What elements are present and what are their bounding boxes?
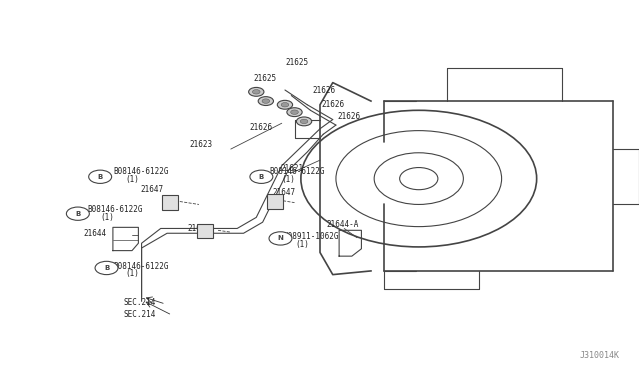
Text: B: B	[76, 211, 81, 217]
Circle shape	[296, 117, 312, 126]
Circle shape	[291, 110, 298, 114]
Text: 21647: 21647	[140, 185, 163, 194]
Text: B: B	[259, 174, 264, 180]
Circle shape	[269, 232, 292, 245]
Text: (1): (1)	[125, 175, 140, 184]
Text: 21626: 21626	[250, 123, 273, 132]
Circle shape	[67, 207, 90, 220]
Text: 21625: 21625	[285, 58, 308, 67]
Text: N: N	[278, 235, 284, 241]
Text: 21625: 21625	[253, 74, 276, 83]
Bar	[197, 224, 213, 238]
Text: 21623: 21623	[189, 140, 212, 149]
Text: B08146-6122G: B08146-6122G	[113, 167, 168, 176]
Circle shape	[300, 119, 308, 124]
Text: 21626: 21626	[312, 86, 335, 95]
Text: B08146-6122G: B08146-6122G	[88, 205, 143, 215]
Circle shape	[281, 103, 289, 107]
Text: (1): (1)	[125, 269, 140, 278]
Circle shape	[252, 90, 260, 94]
Text: J310014K: J310014K	[579, 350, 620, 359]
Bar	[268, 194, 284, 209]
Text: B: B	[104, 265, 109, 271]
Circle shape	[277, 100, 292, 109]
Text: B: B	[97, 174, 103, 180]
Text: 21647: 21647	[272, 188, 295, 197]
Circle shape	[250, 170, 273, 183]
Text: (1): (1)	[296, 240, 310, 249]
Circle shape	[89, 170, 111, 183]
Text: 21621: 21621	[280, 164, 303, 173]
Text: B08146-6122G: B08146-6122G	[113, 262, 168, 271]
Text: B08146-6122G: B08146-6122G	[269, 167, 324, 176]
Text: (1): (1)	[282, 175, 296, 184]
Bar	[163, 195, 178, 210]
Text: 21626: 21626	[322, 100, 345, 109]
Text: 21644: 21644	[83, 230, 106, 238]
Text: (1): (1)	[100, 213, 114, 222]
Text: N08911-1062G: N08911-1062G	[283, 232, 339, 241]
Text: SEC.214: SEC.214	[124, 298, 156, 307]
Circle shape	[248, 87, 264, 96]
Text: SEC.214: SEC.214	[124, 310, 156, 319]
Circle shape	[287, 108, 302, 116]
Text: 21626: 21626	[338, 112, 361, 121]
Circle shape	[262, 99, 269, 103]
Circle shape	[95, 261, 118, 275]
Circle shape	[258, 97, 273, 106]
Text: 21647: 21647	[188, 224, 211, 233]
Text: 21644-A: 21644-A	[326, 220, 359, 229]
